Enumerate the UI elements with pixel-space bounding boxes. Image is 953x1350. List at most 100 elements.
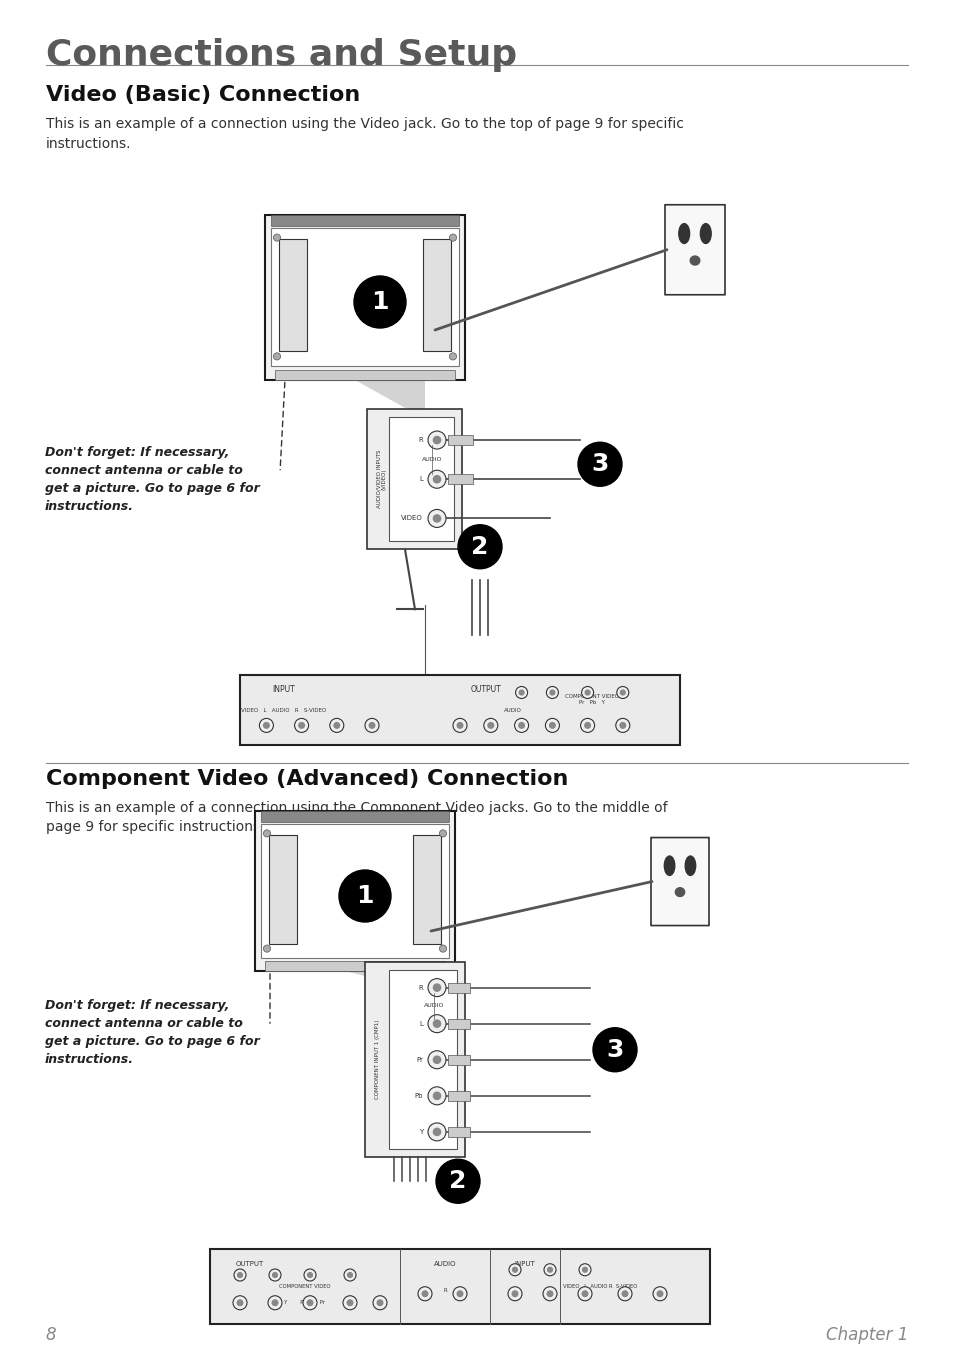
Circle shape — [343, 1296, 356, 1310]
Circle shape — [417, 1287, 432, 1301]
Circle shape — [428, 470, 446, 489]
Circle shape — [453, 718, 467, 733]
Circle shape — [307, 1300, 313, 1305]
Circle shape — [457, 525, 501, 568]
Circle shape — [272, 1300, 277, 1305]
Circle shape — [439, 830, 446, 837]
Circle shape — [621, 1291, 627, 1296]
Circle shape — [428, 979, 446, 996]
Circle shape — [578, 443, 621, 486]
Text: AUDIO: AUDIO — [423, 1003, 444, 1008]
Text: COMPONENT VIDEO: COMPONENT VIDEO — [279, 1284, 331, 1289]
Circle shape — [428, 431, 446, 450]
Circle shape — [433, 514, 440, 522]
Circle shape — [376, 1300, 382, 1305]
Circle shape — [428, 1015, 446, 1033]
Text: INPUT: INPUT — [514, 1261, 535, 1266]
FancyBboxPatch shape — [261, 824, 449, 958]
Text: COMPONENT VIDEO
Pr   Pb   Y: COMPONENT VIDEO Pr Pb Y — [564, 694, 618, 705]
Circle shape — [657, 1291, 662, 1296]
Circle shape — [483, 718, 497, 733]
FancyBboxPatch shape — [269, 836, 296, 944]
Circle shape — [298, 722, 304, 728]
Circle shape — [428, 1123, 446, 1141]
Circle shape — [330, 718, 343, 733]
Text: AUDIO: AUDIO — [421, 458, 442, 462]
Text: 3: 3 — [591, 452, 608, 477]
Circle shape — [433, 436, 440, 444]
Text: OUTPUT: OUTPUT — [235, 1261, 264, 1266]
Circle shape — [347, 1273, 352, 1277]
FancyBboxPatch shape — [448, 983, 470, 992]
Text: R: R — [442, 1288, 446, 1292]
Circle shape — [584, 690, 589, 695]
Ellipse shape — [679, 224, 689, 243]
Polygon shape — [355, 379, 424, 420]
Circle shape — [652, 1287, 666, 1301]
Circle shape — [518, 722, 524, 728]
Ellipse shape — [663, 856, 674, 875]
Circle shape — [619, 690, 624, 695]
Circle shape — [263, 945, 271, 952]
FancyBboxPatch shape — [389, 971, 456, 1149]
Circle shape — [580, 718, 594, 733]
Circle shape — [307, 1273, 312, 1277]
Circle shape — [545, 718, 558, 733]
Text: 1: 1 — [371, 290, 388, 315]
Bar — [265, 961, 444, 971]
Circle shape — [259, 718, 274, 733]
Text: COMPONENT INPUT 1 (CMP1): COMPONENT INPUT 1 (CMP1) — [375, 1021, 380, 1099]
FancyBboxPatch shape — [448, 435, 473, 446]
Text: Pb: Pb — [414, 1094, 422, 1099]
Circle shape — [618, 1287, 631, 1301]
Circle shape — [373, 1296, 387, 1310]
Text: VIDEO: VIDEO — [401, 516, 422, 521]
Circle shape — [546, 687, 558, 698]
FancyBboxPatch shape — [650, 837, 708, 926]
Circle shape — [449, 352, 456, 360]
Text: 8: 8 — [46, 1326, 56, 1343]
FancyBboxPatch shape — [389, 417, 454, 541]
Circle shape — [593, 1027, 637, 1072]
Text: OUTPUT: OUTPUT — [471, 684, 501, 694]
Text: Pr: Pr — [416, 1057, 422, 1062]
Circle shape — [428, 509, 446, 528]
Circle shape — [233, 1296, 247, 1310]
Text: INPUT: INPUT — [273, 684, 295, 694]
Circle shape — [582, 1268, 587, 1272]
Circle shape — [334, 722, 339, 728]
Circle shape — [347, 1300, 353, 1305]
Circle shape — [515, 687, 527, 698]
Text: Connections and Setup: Connections and Setup — [46, 38, 517, 72]
Circle shape — [433, 984, 440, 991]
Circle shape — [617, 687, 628, 698]
Circle shape — [584, 722, 590, 728]
Bar — [261, 811, 449, 822]
Circle shape — [263, 830, 271, 837]
Circle shape — [578, 1287, 592, 1301]
Text: VIDEO   L  AUDIO R  S-VIDEO: VIDEO L AUDIO R S-VIDEO — [562, 1284, 637, 1289]
Text: Don't forget: If necessary,
connect antenna or cable to
get a picture. Go to pag: Don't forget: If necessary, connect ante… — [45, 446, 259, 513]
Ellipse shape — [684, 856, 695, 875]
FancyBboxPatch shape — [448, 1054, 470, 1065]
Text: L: L — [418, 1021, 422, 1026]
Circle shape — [518, 690, 523, 695]
Circle shape — [294, 718, 308, 733]
Text: AUDIO/VIDEO INPUTS
(VIDEO): AUDIO/VIDEO INPUTS (VIDEO) — [375, 450, 387, 509]
FancyBboxPatch shape — [448, 1091, 470, 1100]
Circle shape — [619, 722, 625, 728]
Circle shape — [269, 1269, 281, 1281]
Text: 2: 2 — [449, 1169, 466, 1193]
Text: This is an example of a connection using the Video jack. Go to the top of page 9: This is an example of a connection using… — [46, 117, 683, 151]
Circle shape — [512, 1268, 517, 1272]
Circle shape — [268, 1296, 282, 1310]
Circle shape — [547, 1268, 552, 1272]
Circle shape — [433, 1056, 440, 1064]
Circle shape — [428, 1087, 446, 1104]
Circle shape — [369, 722, 375, 728]
Text: Y: Y — [418, 1129, 422, 1135]
Text: Don't forget: If necessary,
connect antenna or cable to
get a picture. Go to pag: Don't forget: If necessary, connect ante… — [45, 999, 259, 1066]
Text: 3: 3 — [606, 1038, 623, 1061]
Text: R: R — [417, 437, 422, 443]
Circle shape — [581, 687, 593, 698]
